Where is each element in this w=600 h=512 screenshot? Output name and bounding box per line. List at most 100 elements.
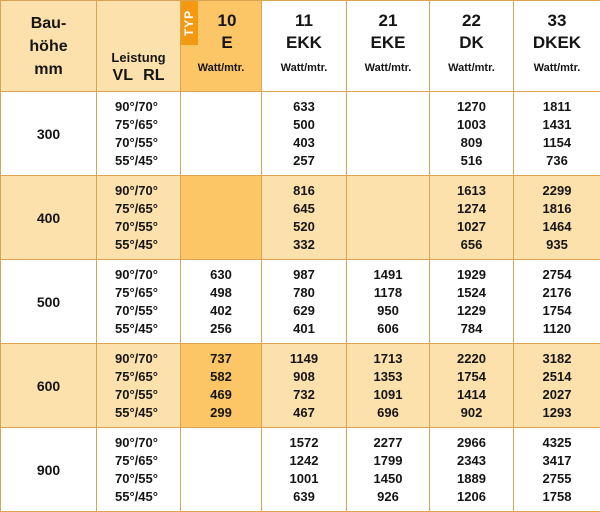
type-code: DK (430, 33, 513, 53)
output-value: 1754 (514, 302, 600, 320)
row-height-value: 500 (1, 260, 97, 344)
output-value: 987 (262, 266, 346, 284)
output-value: 3182 (514, 350, 600, 368)
output-value: 1001 (262, 470, 346, 488)
output-value: 1293 (514, 404, 600, 422)
output-value: 1154 (514, 134, 600, 152)
type-code: EKE (347, 33, 429, 53)
output-value (181, 116, 261, 134)
output-value: 469 (181, 386, 261, 404)
output-value: 935 (514, 236, 600, 254)
output-value (181, 434, 261, 452)
leistung-label: Leistung (97, 50, 180, 65)
output-value: 2299 (514, 182, 600, 200)
output-value (181, 470, 261, 488)
output-value: 629 (262, 302, 346, 320)
output-value (181, 98, 261, 116)
temperature-pair: 75°/65° (115, 284, 180, 302)
output-value: 402 (181, 302, 261, 320)
header-row: Bau- höhe mm Leistung VL RL TYP 10 E Wat… (1, 1, 600, 92)
output-value: 780 (262, 284, 346, 302)
output-value: 696 (347, 404, 429, 422)
output-value: 816 (262, 182, 346, 200)
output-value: 2277 (347, 434, 429, 452)
temperature-pair: 70°/55° (115, 470, 180, 488)
temperature-pair: 90°/70° (115, 98, 180, 116)
output-value (181, 182, 261, 200)
output-cell (181, 428, 262, 512)
output-value: 498 (181, 284, 261, 302)
output-value (347, 98, 429, 116)
type-number: 21 (347, 11, 429, 31)
output-value (347, 152, 429, 170)
output-value (181, 152, 261, 170)
type-unit: Watt/mtr. (430, 62, 513, 74)
output-value: 809 (430, 134, 513, 152)
output-value (347, 236, 429, 254)
bauhoehe-header: Bau- höhe mm (1, 1, 97, 92)
output-value: 1027 (430, 218, 513, 236)
output-cell (347, 92, 430, 176)
output-value (181, 134, 261, 152)
temperature-list: 90°/70°75°/65°70°/55°55°/45° (97, 92, 181, 176)
output-value: 633 (262, 98, 346, 116)
type-header-33: 33 DKEK Watt/mtr. (514, 1, 600, 92)
vl-rl-label: VL RL (97, 67, 180, 85)
temperature-pair: 55°/45° (115, 152, 180, 170)
temperature-pair: 70°/55° (115, 386, 180, 404)
temperature-pair: 70°/55° (115, 218, 180, 236)
output-value: 1799 (347, 452, 429, 470)
type-unit: Watt/mtr. (181, 62, 261, 74)
output-value: 1149 (262, 350, 346, 368)
bauhoehe-line: mm (1, 58, 96, 81)
output-cell (181, 176, 262, 260)
type-header-10: TYP 10 E Watt/mtr. (181, 1, 262, 92)
output-value: 1816 (514, 200, 600, 218)
output-value: 1091 (347, 386, 429, 404)
output-value (181, 488, 261, 506)
output-value: 732 (262, 386, 346, 404)
output-value: 1206 (430, 488, 513, 506)
output-value: 3417 (514, 452, 600, 470)
output-value: 1572 (262, 434, 346, 452)
output-value: 2343 (430, 452, 513, 470)
output-value: 1003 (430, 116, 513, 134)
output-value: 2220 (430, 350, 513, 368)
type-code: DKEK (514, 33, 600, 53)
output-value (181, 218, 261, 236)
leistung-header: Leistung VL RL (97, 1, 181, 92)
output-value: 1229 (430, 302, 513, 320)
temperature-pair: 70°/55° (115, 302, 180, 320)
output-value: 4325 (514, 434, 600, 452)
typ-badge-text: TYP (183, 10, 197, 36)
temperature-pair: 75°/65° (115, 116, 180, 134)
temperature-pair: 75°/65° (115, 368, 180, 386)
output-value: 1889 (430, 470, 513, 488)
typ-badge: TYP (181, 1, 198, 45)
temperature-list: 90°/70°75°/65°70°/55°55°/45° (97, 344, 181, 428)
output-value: 403 (262, 134, 346, 152)
output-value: 332 (262, 236, 346, 254)
type-header-11: 11 EKK Watt/mtr. (262, 1, 347, 92)
type-unit: Watt/mtr. (262, 62, 346, 74)
output-value: 1450 (347, 470, 429, 488)
output-value (347, 200, 429, 218)
output-value: 582 (181, 368, 261, 386)
temperature-pair: 55°/45° (115, 404, 180, 422)
output-value: 908 (262, 368, 346, 386)
temperature-pair: 55°/45° (115, 488, 180, 506)
